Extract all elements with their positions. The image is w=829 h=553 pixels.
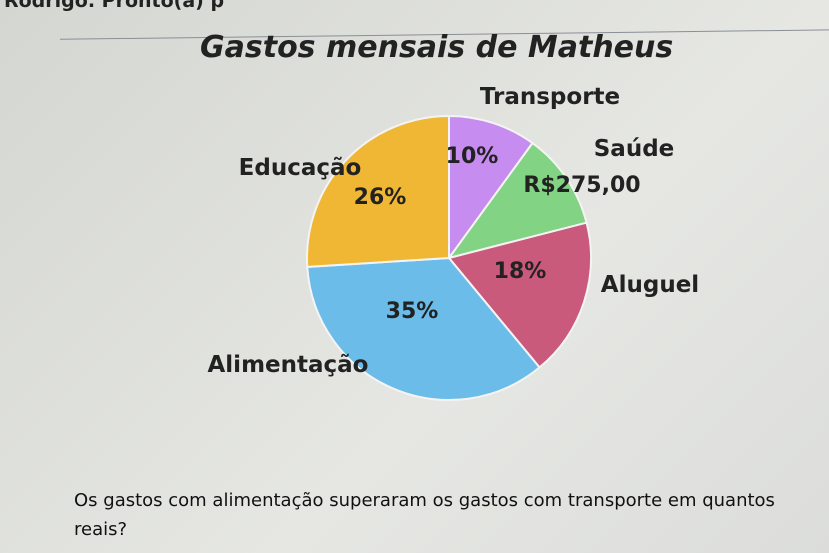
pie-slice-3 — [306, 256, 541, 401]
chart-title: Gastos mensais de Matheus — [200, 30, 674, 65]
slice-value-label: 35% — [386, 299, 439, 324]
pie-slice-2 — [447, 221, 592, 369]
slice-value-label: R$275,00 — [523, 173, 640, 198]
slice-name-label: Educação — [239, 155, 362, 181]
pie-slice-1 — [446, 141, 588, 260]
question-text: Os gastos com alimentação superaram os g… — [74, 490, 775, 540]
pie-slice-4 — [306, 114, 450, 268]
slice-name-label: Saúde — [594, 136, 675, 162]
slice-name-label: Transporte — [480, 84, 620, 110]
slice-name-label: Alimentação — [208, 352, 369, 378]
pie-slice-0 — [448, 114, 534, 262]
slice-value-label: 18% — [494, 259, 547, 284]
slice-value-label: 26% — [354, 185, 407, 210]
header-text: Rodrigo. Pronto(a) p — [4, 0, 225, 12]
slice-name-label: Aluguel — [601, 272, 699, 298]
slice-value-label: 10% — [446, 144, 499, 169]
